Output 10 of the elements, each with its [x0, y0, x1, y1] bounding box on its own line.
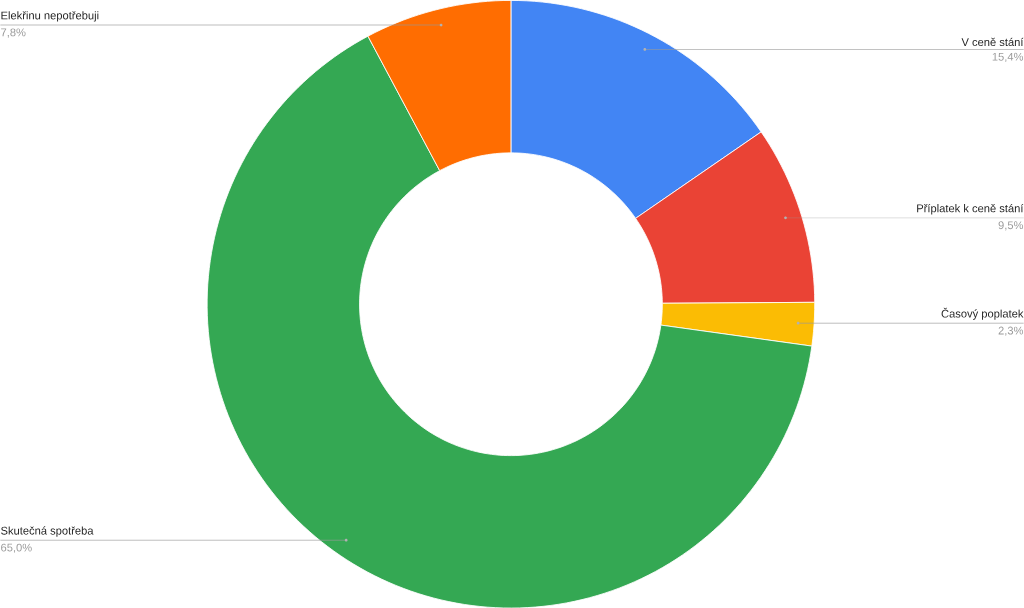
slice-label: Elekřinu nepotřebuji — [1, 10, 99, 22]
data-label: 9,5% — [998, 221, 1024, 231]
slice-label: Skutečná spotřeba — [1, 526, 94, 537]
slice-label: Časový poplatek — [941, 307, 1024, 320]
data-label: 65,0% — [1, 543, 32, 553]
slice-label: Příplatek k ceně stání — [917, 203, 1024, 215]
data-label: 2,3% — [998, 326, 1024, 336]
data-label: 15,4% — [992, 52, 1024, 62]
slice-label: V ceně stání — [961, 37, 1024, 46]
data-label: 7,8% — [1, 28, 26, 38]
